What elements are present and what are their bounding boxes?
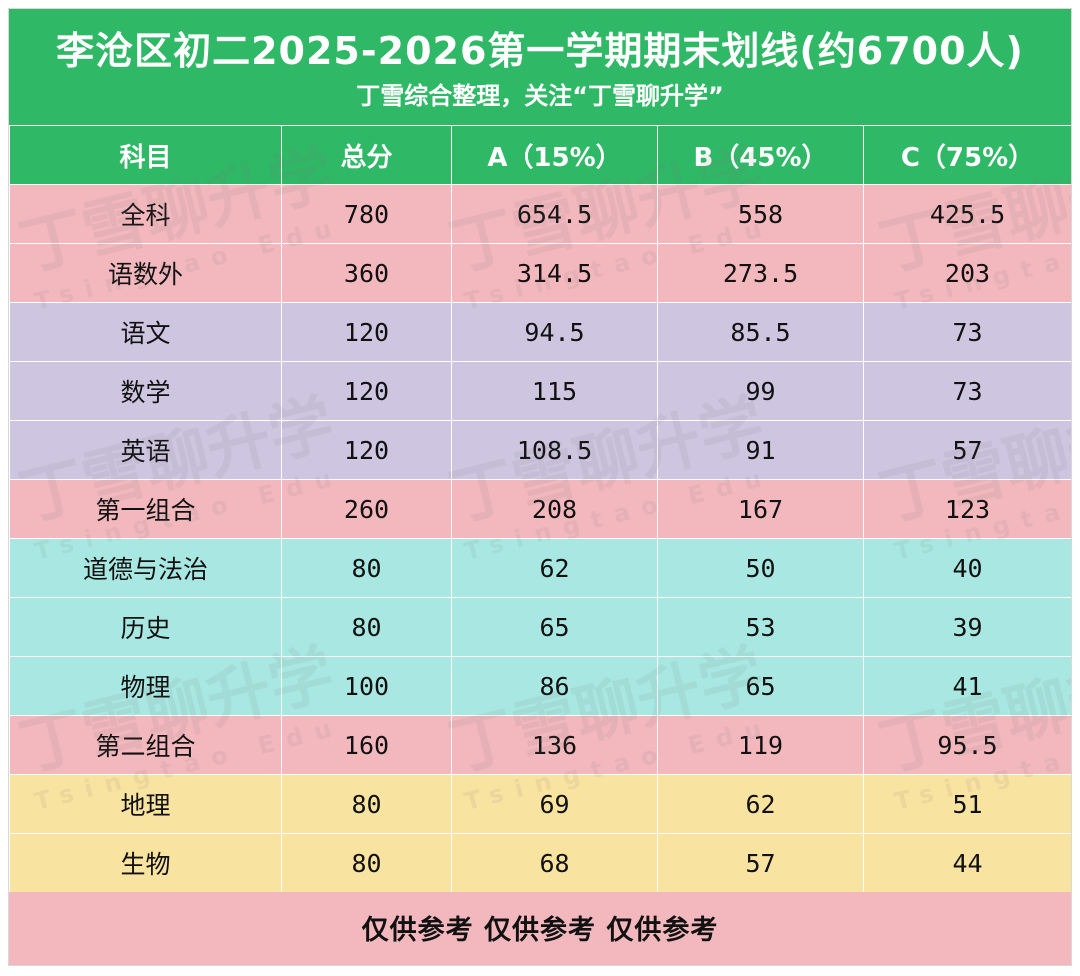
subject-cell: 地理	[9, 774, 282, 834]
subject-cell: 物理	[9, 656, 282, 716]
subject-cell: 历史	[9, 597, 282, 657]
b-cutoff-cell: 65	[657, 656, 864, 716]
table-row: 道德与法治 80 62 50 40	[9, 538, 1071, 598]
column-header-subject: 科目	[9, 125, 282, 185]
c-cutoff-cell: 41	[863, 656, 1071, 716]
a-cutoff-cell: 654.5	[451, 184, 658, 244]
a-cutoff-cell: 68	[451, 833, 658, 893]
a-cutoff-cell: 94.5	[451, 302, 658, 362]
table-row: 第二组合 160 136 119 95.5	[9, 715, 1071, 775]
b-cutoff-cell: 53	[657, 597, 864, 657]
cutoff-table: 科目 总分 A（15%） B（45%） C（75%） 全科 780 654.5 558…	[9, 125, 1071, 893]
b-cutoff-cell: 273.5	[657, 243, 864, 303]
table-row: 第一组合 260 208 167 123	[9, 479, 1071, 539]
total-cell: 80	[281, 833, 452, 893]
b-cutoff-cell: 167	[657, 479, 864, 539]
c-cutoff-cell: 57	[863, 420, 1071, 480]
subject-cell: 道德与法治	[9, 538, 282, 598]
table-row: 全科 780 654.5 558 425.5	[9, 184, 1071, 244]
total-cell: 360	[281, 243, 452, 303]
table-row: 英语 120 108.5 91 57	[9, 420, 1071, 480]
subject-cell: 语数外	[9, 243, 282, 303]
total-cell: 120	[281, 302, 452, 362]
subject-cell: 生物	[9, 833, 282, 893]
table-row: 语数外 360 314.5 273.5 203	[9, 243, 1071, 303]
column-header-c: C（75%）	[863, 125, 1071, 185]
subject-cell: 英语	[9, 420, 282, 480]
a-cutoff-cell: 136	[451, 715, 658, 775]
c-cutoff-cell: 203	[863, 243, 1071, 303]
column-header-total: 总分	[281, 125, 452, 185]
column-header-b: B（45%）	[657, 125, 864, 185]
c-cutoff-cell: 73	[863, 302, 1071, 362]
b-cutoff-cell: 50	[657, 538, 864, 598]
table-body: 全科 780 654.5 558 425.5 语数外 360 314.5 273.5 203 语文 1…	[9, 184, 1071, 893]
column-header-a: A（15%）	[451, 125, 658, 185]
a-cutoff-cell: 115	[451, 361, 658, 421]
page-title: 李沧区初二2025-2026第一学期期末划线(约6700人)	[56, 29, 1024, 73]
total-cell: 80	[281, 597, 452, 657]
total-cell: 100	[281, 656, 452, 716]
c-cutoff-cell: 44	[863, 833, 1071, 893]
subject-cell: 全科	[9, 184, 282, 244]
a-cutoff-cell: 108.5	[451, 420, 658, 480]
b-cutoff-cell: 57	[657, 833, 864, 893]
table-row: 地理 80 69 62 51	[9, 774, 1071, 834]
c-cutoff-cell: 40	[863, 538, 1071, 598]
total-cell: 160	[281, 715, 452, 775]
c-cutoff-cell: 73	[863, 361, 1071, 421]
c-cutoff-cell: 39	[863, 597, 1071, 657]
total-cell: 780	[281, 184, 452, 244]
a-cutoff-cell: 314.5	[451, 243, 658, 303]
a-cutoff-cell: 69	[451, 774, 658, 834]
total-cell: 80	[281, 774, 452, 834]
b-cutoff-cell: 62	[657, 774, 864, 834]
total-cell: 80	[281, 538, 452, 598]
b-cutoff-cell: 99	[657, 361, 864, 421]
b-cutoff-cell: 119	[657, 715, 864, 775]
page-subtitle: 丁雪综合整理，关注“丁雪聊升学”	[356, 82, 724, 110]
table-row: 语文 120 94.5 85.5 73	[9, 302, 1071, 362]
c-cutoff-cell: 51	[863, 774, 1071, 834]
a-cutoff-cell: 208	[451, 479, 658, 539]
table-row: 历史 80 65 53 39	[9, 597, 1071, 657]
total-cell: 120	[281, 361, 452, 421]
subject-cell: 第一组合	[9, 479, 282, 539]
a-cutoff-cell: 62	[451, 538, 658, 598]
a-cutoff-cell: 86	[451, 656, 658, 716]
table-row: 物理 100 86 65 41	[9, 656, 1071, 716]
header-banner: 李沧区初二2025-2026第一学期期末划线(约6700人) 丁雪综合整理，关注…	[9, 9, 1071, 125]
subject-cell: 数学	[9, 361, 282, 421]
a-cutoff-cell: 65	[451, 597, 658, 657]
c-cutoff-cell: 123	[863, 479, 1071, 539]
b-cutoff-cell: 91	[657, 420, 864, 480]
total-cell: 260	[281, 479, 452, 539]
b-cutoff-cell: 558	[657, 184, 864, 244]
c-cutoff-cell: 425.5	[863, 184, 1071, 244]
total-cell: 120	[281, 420, 452, 480]
disclaimer-footer: 仅供参考 仅供参考 仅供参考	[9, 892, 1071, 965]
table-row: 生物 80 68 57 44	[9, 833, 1071, 893]
b-cutoff-cell: 85.5	[657, 302, 864, 362]
score-cutoff-card: 李沧区初二2025-2026第一学期期末划线(约6700人) 丁雪综合整理，关注…	[8, 8, 1072, 966]
table-row: 数学 120 115 99 73	[9, 361, 1071, 421]
c-cutoff-cell: 95.5	[863, 715, 1071, 775]
subject-cell: 第二组合	[9, 715, 282, 775]
table-header-row: 科目 总分 A（15%） B（45%） C（75%）	[9, 125, 1071, 185]
subject-cell: 语文	[9, 302, 282, 362]
